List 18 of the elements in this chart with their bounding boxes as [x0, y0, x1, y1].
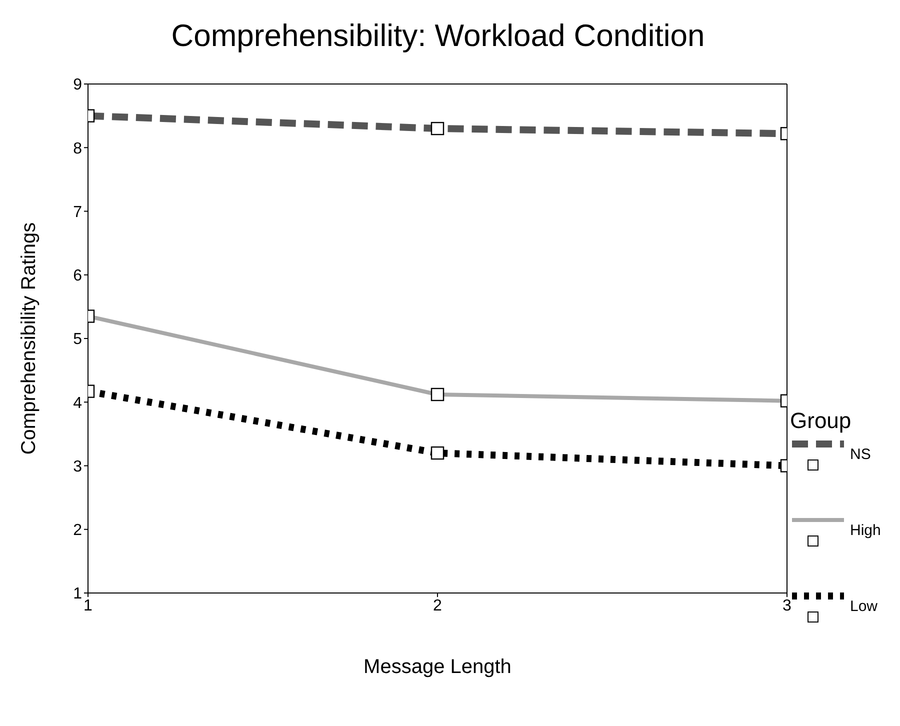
- chart-title: Comprehensibility: Workload Condition: [170, 18, 706, 54]
- y-tick-label: 3: [73, 458, 82, 476]
- legend-label: High: [850, 522, 881, 539]
- legend-label: NS: [850, 446, 871, 463]
- x-tick-label: 3: [782, 597, 792, 614]
- x-axis-title: Message Length: [364, 656, 512, 678]
- y-tick-label: 7: [73, 204, 82, 221]
- y-tick-label: 2: [73, 522, 82, 540]
- y-tick-label: 8: [73, 140, 82, 158]
- legend-label: Low: [850, 598, 878, 615]
- y-axis-title: Comprehensibility Ratings: [18, 222, 40, 455]
- y-tick-label: 5: [73, 331, 82, 348]
- y-tick-label: 6: [73, 268, 82, 285]
- y-tick-label: 9: [73, 76, 82, 94]
- legend-title: Group: [790, 408, 852, 434]
- y-tick-label: 1: [73, 586, 82, 603]
- x-tick-label: 2: [433, 597, 442, 614]
- y-tick-label: 4: [73, 394, 82, 412]
